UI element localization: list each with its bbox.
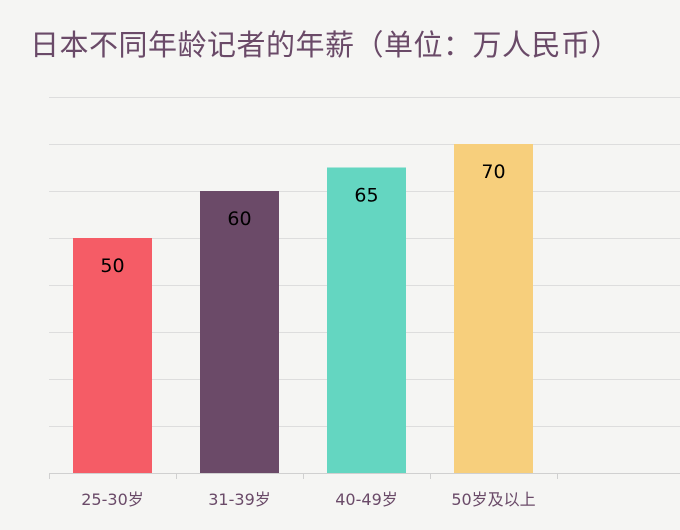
bar-2 — [200, 191, 279, 473]
value-label-3: 65 — [354, 185, 378, 207]
bar-3 — [327, 167, 406, 473]
value-label-4: 70 — [481, 161, 505, 183]
value-labels: 50 60 65 70 — [100, 161, 505, 277]
x-tick-label-3: 40-49岁 — [335, 490, 398, 509]
x-tick-label-4: 50岁及以上 — [451, 490, 535, 509]
x-axis: 25-30岁 31-39岁 40-49岁 50岁及以上 — [49, 473, 680, 509]
value-label-1: 50 — [100, 255, 124, 277]
bar-4 — [454, 144, 533, 473]
x-tick-label-2: 31-39岁 — [208, 490, 271, 509]
chart-title: 日本不同年龄记者的年薪（单位：万人民币） — [30, 28, 621, 62]
bars — [73, 144, 533, 473]
value-label-2: 60 — [227, 208, 251, 230]
bar-1 — [73, 238, 152, 473]
x-tick-label-1: 25-30岁 — [81, 490, 144, 509]
